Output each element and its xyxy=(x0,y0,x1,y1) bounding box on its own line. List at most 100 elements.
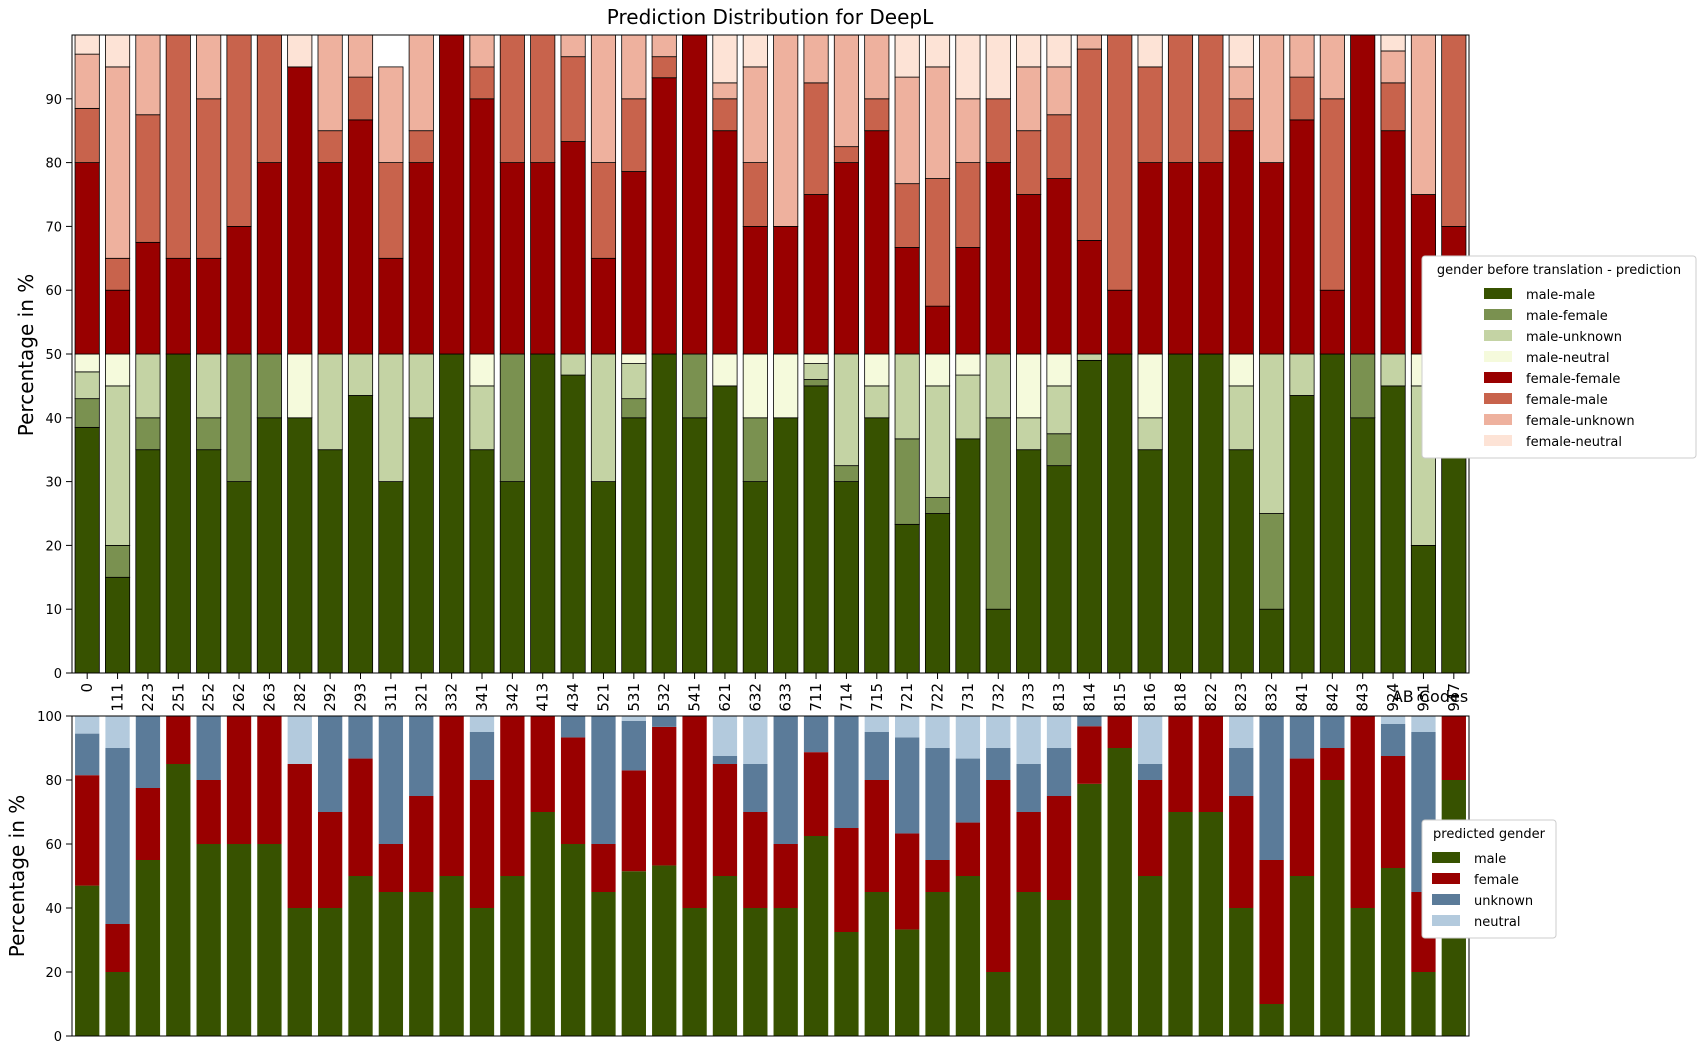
bottom-bar-282-s3 xyxy=(287,716,312,764)
top-bar-311-s4 xyxy=(378,257,404,355)
top-bar-282-s4 xyxy=(287,66,313,355)
top-legend-label-male-female: male-female xyxy=(1526,309,1608,324)
top-xtick-label-843: 843 xyxy=(1354,683,1372,712)
top-bar-843-s4 xyxy=(1350,34,1376,355)
bottom-legend-swatch-male xyxy=(1432,852,1460,863)
bottom-ytick-label-20: 20 xyxy=(45,966,62,981)
top-bar-341-s4 xyxy=(469,98,495,355)
top-bar-733-s2 xyxy=(1016,417,1042,451)
bottom-bar-332-s1 xyxy=(439,716,464,876)
top-legend-swatch-male-female xyxy=(1484,309,1512,320)
top-bar-111-s2 xyxy=(105,385,131,546)
top-bar-621-s3 xyxy=(712,353,738,387)
bottom-bar-924-s1 xyxy=(1380,756,1406,868)
top-bar-293-s0 xyxy=(347,395,374,674)
top-bar-311-s6 xyxy=(378,66,404,163)
top-bar-252-s5 xyxy=(196,98,222,259)
bottom-bar-814-s2 xyxy=(1077,716,1102,727)
bottom-bar-814-s0 xyxy=(1077,783,1102,1036)
top-bar-832-s2 xyxy=(1259,353,1285,514)
top-bar-223-s2 xyxy=(135,353,161,419)
top-legend-label-female-unknown: female-unknown xyxy=(1526,414,1635,429)
bottom-bar-531-s1 xyxy=(621,770,646,872)
bottom-bar-111-s1 xyxy=(105,924,130,972)
top-bar-532-s6 xyxy=(651,34,677,58)
top-bar-823-s7 xyxy=(1228,34,1254,68)
bottom-bar-842-s0 xyxy=(1320,780,1345,1036)
bottom-bar-813-s2 xyxy=(1046,748,1072,796)
bottom-bar-633-s1 xyxy=(773,844,798,908)
bottom-bar-621-s1 xyxy=(712,764,738,876)
top-bar-818-s5 xyxy=(1167,34,1194,163)
top-bar-531-s2 xyxy=(621,363,647,400)
top-bar-731-s0 xyxy=(955,438,981,674)
top-xtick-label-111: 111 xyxy=(109,683,127,712)
top-bar-413-s5 xyxy=(530,34,556,163)
top-bar-813-s4 xyxy=(1046,178,1072,355)
bottom-bar-711-s0 xyxy=(803,836,829,1036)
top-xtick-label-731: 731 xyxy=(959,683,977,712)
top-bar-111-s6 xyxy=(105,66,131,259)
top-bar-714-s6 xyxy=(833,34,859,148)
bottom-bar-816-s3 xyxy=(1137,716,1163,764)
top-bar-711-s2 xyxy=(803,363,829,380)
top-legend-swatch-male-unknown xyxy=(1484,330,1512,341)
bottom-bar-621-s0 xyxy=(712,876,738,1036)
top-bar-531-s3 xyxy=(621,353,647,364)
top-bar-223-s6 xyxy=(135,34,161,116)
top-bar-111-s3 xyxy=(105,353,131,387)
top-bar-731-s6 xyxy=(955,98,981,164)
top-ytick-label-90: 90 xyxy=(45,93,62,108)
top-bar-282-s7 xyxy=(287,34,313,68)
bottom-bar-341-s3 xyxy=(469,716,495,732)
top-bar-815-s4 xyxy=(1107,289,1133,355)
top-bar-732-s4 xyxy=(985,162,1011,355)
top-bar-714-s0 xyxy=(833,481,859,674)
top-bar-621-s7 xyxy=(712,34,738,84)
top-bar-632-s3 xyxy=(742,353,768,419)
top-bar-822-s0 xyxy=(1198,353,1224,674)
top-bar-924-s4 xyxy=(1380,130,1406,355)
bottom-y-axis-label: Percentage in % xyxy=(5,795,29,957)
top-bar-263-s4 xyxy=(256,162,282,355)
bottom-legend-swatch-female xyxy=(1432,873,1460,884)
bottom-bar-842-s2 xyxy=(1320,716,1345,748)
bottom-bar-632-s2 xyxy=(743,764,768,812)
bottom-bar-321-s0 xyxy=(409,892,434,1036)
top-legend-label-female-neutral: female-neutral xyxy=(1526,435,1622,450)
top-bar-632-s1 xyxy=(742,417,768,482)
top-bar-722-s0 xyxy=(924,513,951,674)
top-bar-434-s6 xyxy=(560,34,586,58)
top-legend-swatch-female-female xyxy=(1484,372,1512,383)
top-bar-632-s7 xyxy=(742,34,768,68)
bottom-bar-342-s1 xyxy=(500,716,525,876)
top-bar-814-s0 xyxy=(1076,359,1102,674)
top-bar-531-s6 xyxy=(621,34,647,100)
top-xtick-label-711: 711 xyxy=(807,683,825,712)
bottom-bar-621-s3 xyxy=(712,716,738,756)
top-bar-632-s0 xyxy=(742,481,768,674)
bottom-bar-521-s2 xyxy=(591,716,616,844)
top-bar-223-s4 xyxy=(135,241,161,355)
top-xtick-label-532: 532 xyxy=(655,683,673,712)
top-bar-111-s4 xyxy=(105,289,131,355)
top-xtick-label-282: 282 xyxy=(291,683,309,712)
top-bar-714-s5 xyxy=(833,146,859,163)
bottom-bar-841-s0 xyxy=(1289,876,1315,1036)
top-xtick-label-832: 832 xyxy=(1263,683,1281,712)
bottom-bar-711-s1 xyxy=(803,752,829,836)
top-bar-711-s6 xyxy=(803,34,829,84)
bottom-bar-813-s0 xyxy=(1046,900,1072,1036)
bottom-bars xyxy=(75,716,1466,1036)
top-bar-251-s0 xyxy=(165,353,191,674)
top-bar-262-s4 xyxy=(226,225,252,355)
bottom-bar-532-s0 xyxy=(652,865,677,1036)
bottom-bar-731-s0 xyxy=(955,876,981,1036)
bottom-bar-111-s2 xyxy=(105,748,130,924)
bottom-bar-721-s1 xyxy=(895,833,920,930)
top-xtick-label-816: 816 xyxy=(1141,683,1159,712)
top-bar-0-s6 xyxy=(74,53,100,109)
top-bar-841-s5 xyxy=(1289,76,1315,121)
top-bar-815-s0 xyxy=(1107,353,1133,674)
